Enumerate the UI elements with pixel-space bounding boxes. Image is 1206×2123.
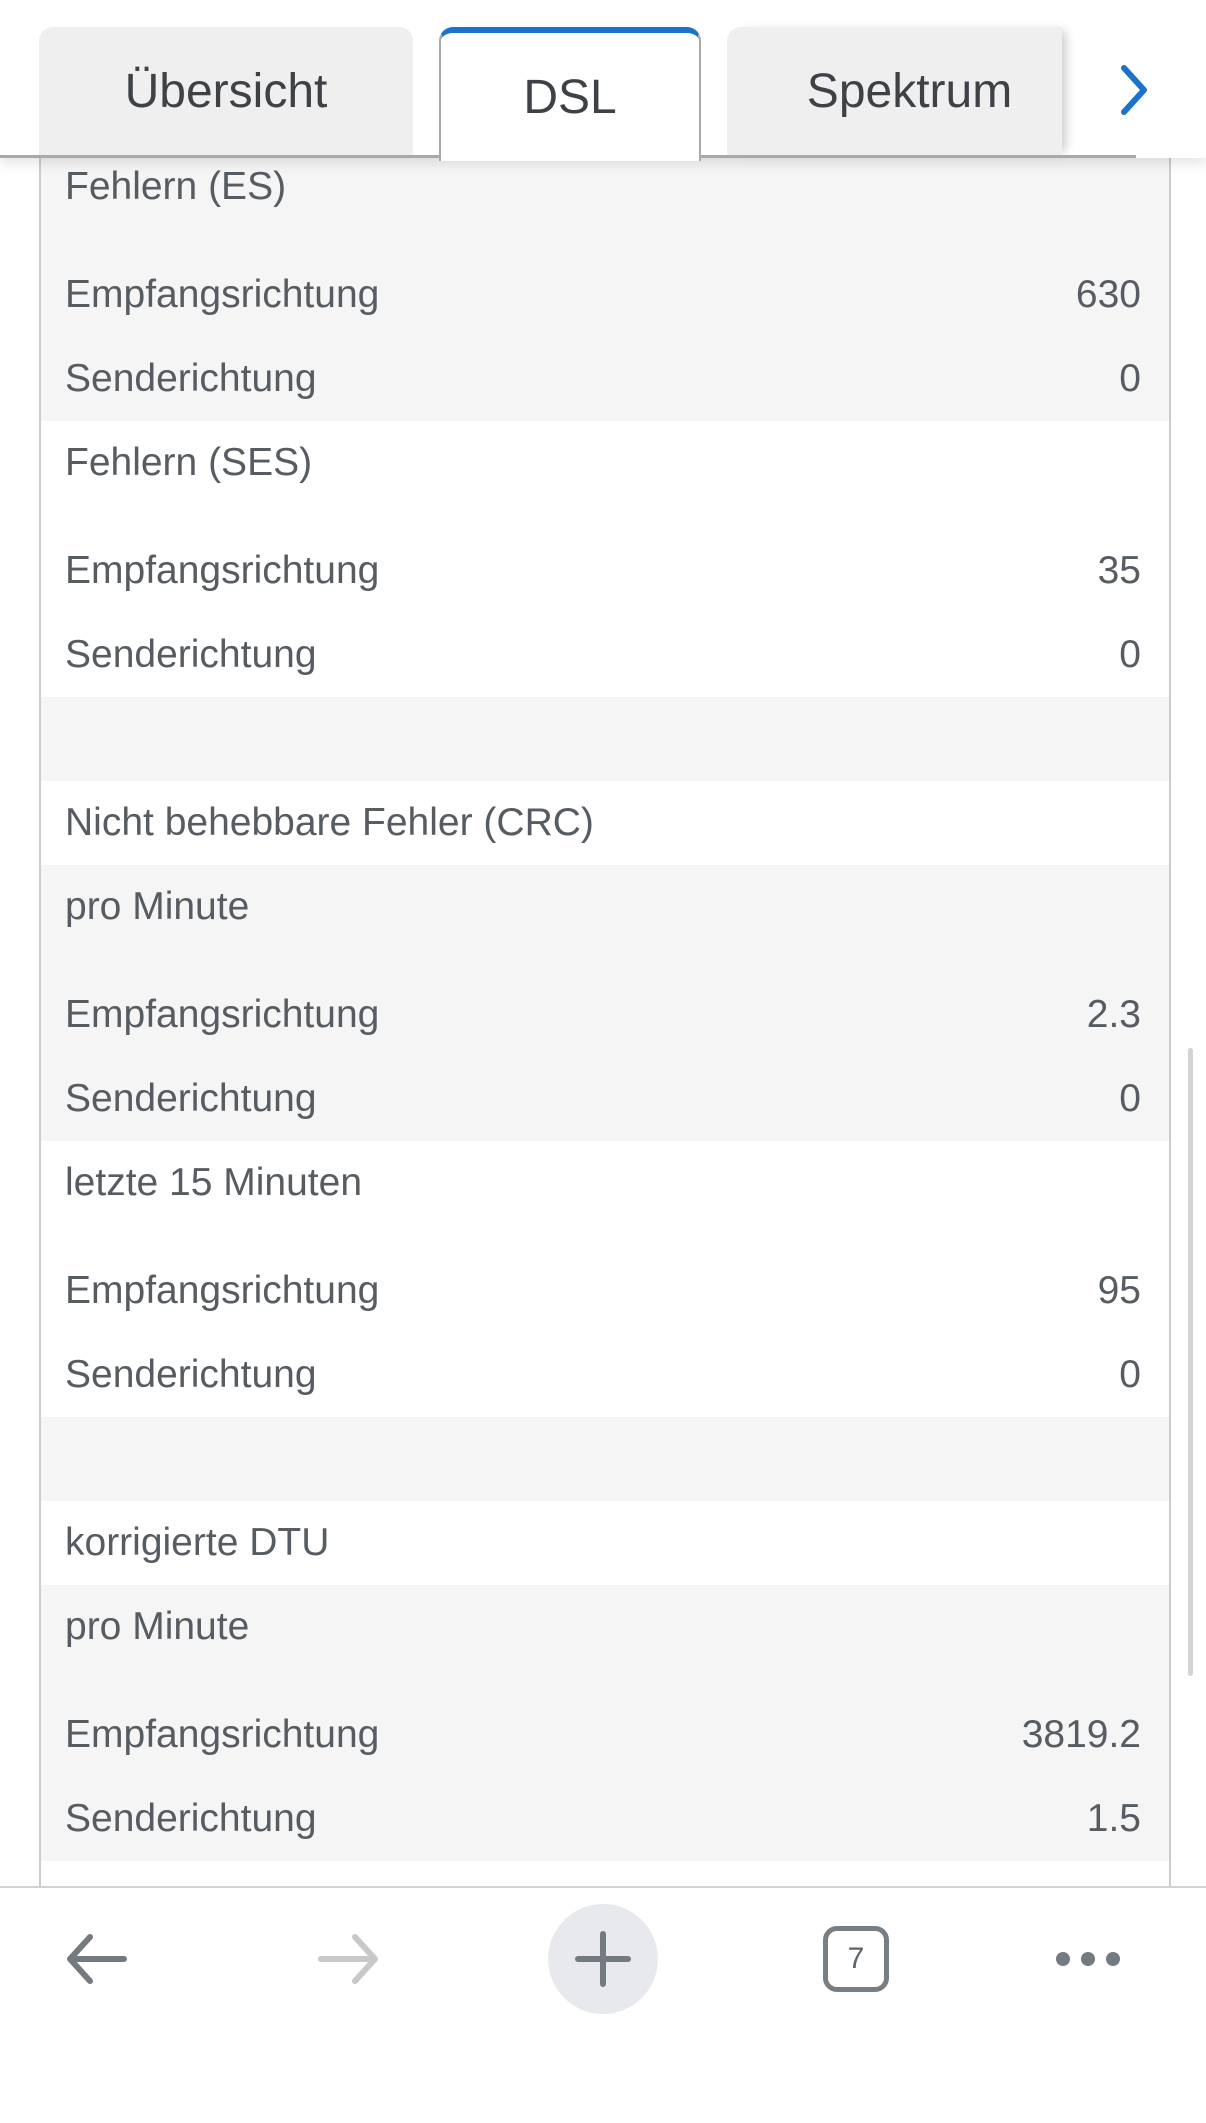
stat-group: pro Minute Empfangsrichtung 3819.2 Senderic… (41, 1585, 1169, 1861)
stat-row: Empfangsrichtung 3819.2 (41, 1693, 1169, 1777)
group-title: pro Minute (41, 1585, 1169, 1669)
section-spacer (41, 697, 1169, 781)
stat-value: 0 (1119, 633, 1141, 676)
group-title-text: Nicht behebbare Fehler (CRC) (65, 801, 594, 844)
stat-row: Senderichtung 0 (41, 1057, 1169, 1141)
stat-label: Senderichtung (65, 357, 317, 400)
stat-value: 3819.2 (1021, 1713, 1141, 1756)
stat-label: Senderichtung (65, 1797, 317, 1840)
stat-group: letzte 15 Minuten Empfangsrichtung 95 Sende… (41, 1141, 1169, 1417)
more-button[interactable] (1033, 1904, 1143, 2014)
browser-bottom-bar: 7 (0, 1886, 1206, 2123)
section-header: letzte 15 Minuten (41, 1861, 1169, 1887)
tabs-icon: 7 (823, 1926, 889, 1992)
chevron-right-icon[interactable] (1112, 60, 1156, 120)
stat-value: 0 (1119, 1077, 1141, 1120)
group-title: Fehlern (SES) (41, 421, 1169, 505)
stat-value: 0 (1119, 1353, 1141, 1396)
tabs-button[interactable]: 7 (801, 1904, 911, 2014)
gap (41, 949, 1169, 973)
stat-group: Fehlern (ES) Empfangsrichtung 630 Senderich… (41, 145, 1169, 421)
group-title: Fehlern (ES) (41, 145, 1169, 229)
section-header: korrigierte DTU (41, 1501, 1169, 1585)
stat-row: Senderichtung 0 (41, 1333, 1169, 1417)
stat-value: 35 (1097, 549, 1141, 592)
group-title: letzte 15 Minuten (41, 1141, 1169, 1225)
stat-row: Senderichtung 1.5 (41, 1777, 1169, 1861)
tab-bar: Übersicht DSL Spektrum (0, 0, 1206, 161)
group-title: letzte 15 Minuten (41, 1861, 1169, 1887)
stat-value: 2.3 (1086, 993, 1141, 1036)
tab-label: DSL (523, 70, 617, 124)
arrow-right-icon (318, 1934, 378, 1984)
stat-row: Empfangsrichtung 35 (41, 529, 1169, 613)
group-title-text: Fehlern (ES) (65, 165, 287, 208)
stat-value: 1.5 (1086, 1797, 1141, 1840)
stat-label: Empfangsrichtung (65, 549, 380, 592)
stat-row: Empfangsrichtung 95 (41, 1249, 1169, 1333)
gap (41, 1225, 1169, 1249)
stat-row: Empfangsrichtung 2.3 (41, 973, 1169, 1057)
stat-value: 95 (1097, 1269, 1141, 1312)
tab-overview[interactable]: Übersicht (39, 27, 413, 155)
gap (41, 229, 1169, 253)
stat-label: Empfangsrichtung (65, 1269, 380, 1312)
stat-label: Empfangsrichtung (65, 1713, 380, 1756)
group-title-text: pro Minute (65, 1605, 250, 1648)
tab-spectrum[interactable]: Spektrum (727, 27, 1062, 155)
gap (41, 505, 1169, 529)
more-icon (1056, 1952, 1120, 1966)
new-tab-button[interactable] (548, 1904, 658, 2014)
back-button[interactable] (40, 1904, 150, 2014)
gap (41, 1669, 1169, 1693)
group-title-text: pro Minute (65, 885, 250, 928)
tab-dsl[interactable]: DSL (439, 27, 701, 161)
group-title-text: korrigierte DTU (65, 1521, 330, 1564)
dsl-statistics-list: Fehlern (ES) Empfangsrichtung 630 Senderich… (39, 145, 1171, 1887)
tab-label: Übersicht (124, 64, 328, 118)
group-title: pro Minute (41, 865, 1169, 949)
forward-button[interactable] (295, 1904, 405, 2014)
stat-label: Empfangsrichtung (65, 993, 380, 1036)
stat-label: Empfangsrichtung (65, 273, 380, 316)
section-spacer (41, 1417, 1169, 1501)
group-title: korrigierte DTU (41, 1501, 1169, 1585)
group-title-text: Fehlern (SES) (65, 441, 313, 484)
stat-label: Senderichtung (65, 633, 317, 676)
tab-count: 7 (847, 1942, 865, 1975)
tab-label: Spektrum (806, 64, 1013, 118)
section-header: Nicht behebbare Fehler (CRC) (41, 781, 1169, 865)
group-title-text: letzte 15 Minuten (65, 1161, 363, 1204)
scrollbar[interactable] (1188, 1048, 1193, 1676)
stat-label: Senderichtung (65, 1353, 317, 1396)
stat-group: Fehlern (SES) Empfangsrichtung 35 Senderich… (41, 421, 1169, 697)
stat-row: Empfangsrichtung 630 (41, 253, 1169, 337)
stat-group: pro Minute Empfangsrichtung 2.3 Senderichtu… (41, 865, 1169, 1141)
group-title: Nicht behebbare Fehler (CRC) (41, 781, 1169, 865)
plus-icon (575, 1931, 631, 1987)
stat-value: 630 (1075, 273, 1141, 316)
stat-label: Senderichtung (65, 1077, 317, 1120)
group-title-text: letzte 15 Minuten (65, 1881, 362, 1887)
stat-value: 0 (1119, 357, 1141, 400)
arrow-left-icon (67, 1934, 127, 1984)
stat-row: Senderichtung 0 (41, 337, 1169, 421)
stat-row: Senderichtung 0 (41, 613, 1169, 697)
